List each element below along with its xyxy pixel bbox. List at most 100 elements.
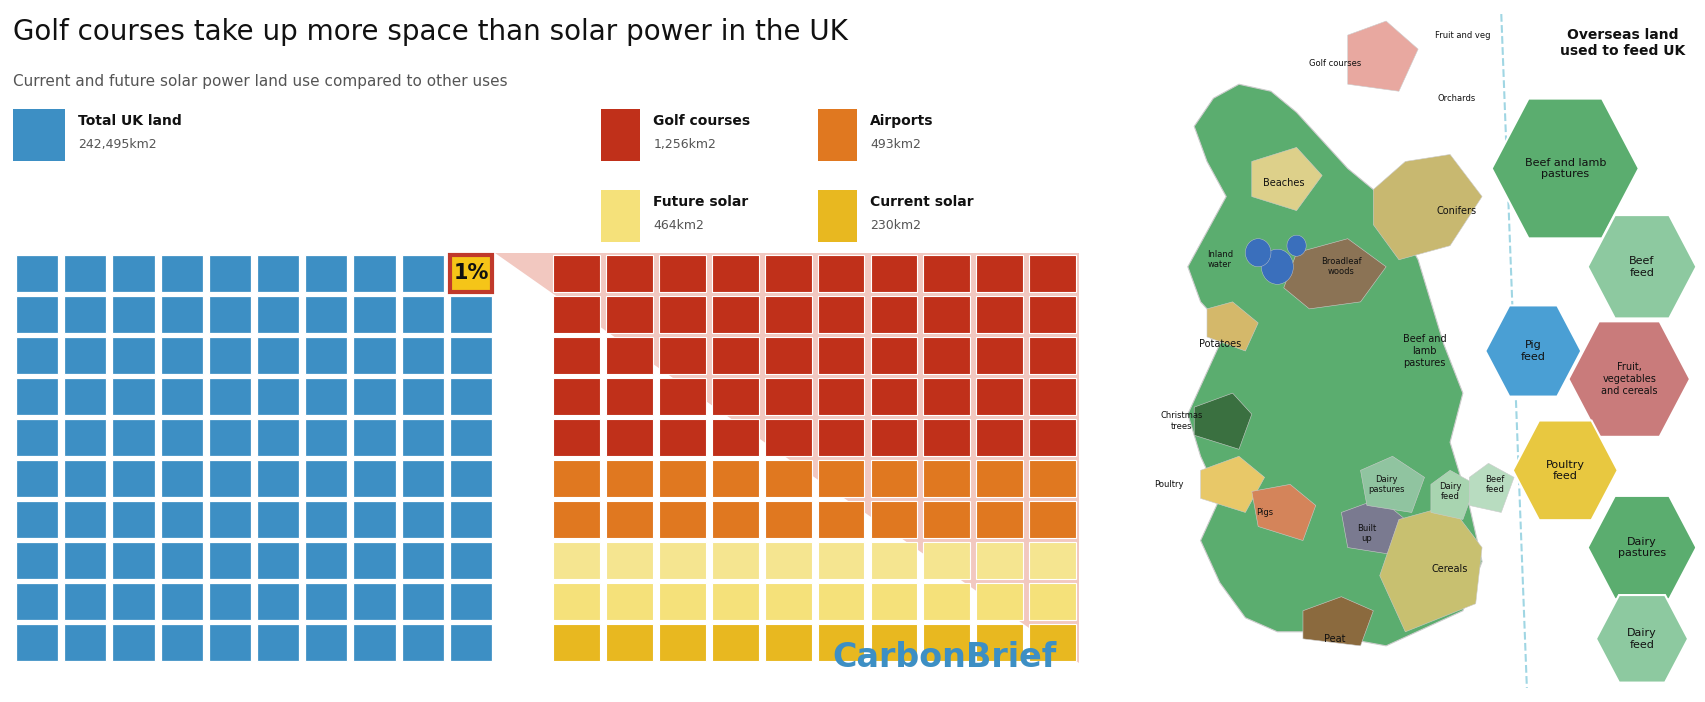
FancyBboxPatch shape xyxy=(922,378,970,415)
FancyBboxPatch shape xyxy=(208,419,251,456)
Polygon shape xyxy=(1347,21,1417,91)
Text: 230km2: 230km2 xyxy=(870,219,921,232)
FancyBboxPatch shape xyxy=(305,296,348,333)
Text: Golf courses: Golf courses xyxy=(1308,59,1361,67)
FancyBboxPatch shape xyxy=(257,624,298,661)
FancyBboxPatch shape xyxy=(15,337,58,374)
FancyBboxPatch shape xyxy=(15,460,58,497)
FancyBboxPatch shape xyxy=(711,296,759,333)
FancyBboxPatch shape xyxy=(870,419,917,456)
FancyBboxPatch shape xyxy=(711,378,759,415)
FancyBboxPatch shape xyxy=(208,501,251,538)
FancyBboxPatch shape xyxy=(15,624,58,661)
FancyBboxPatch shape xyxy=(160,378,203,415)
Text: Beaches: Beaches xyxy=(1262,178,1304,187)
FancyBboxPatch shape xyxy=(922,501,970,538)
FancyBboxPatch shape xyxy=(401,501,443,538)
FancyBboxPatch shape xyxy=(552,460,600,497)
FancyBboxPatch shape xyxy=(552,419,600,456)
FancyBboxPatch shape xyxy=(305,501,348,538)
FancyBboxPatch shape xyxy=(975,624,1023,661)
FancyBboxPatch shape xyxy=(353,255,396,292)
Polygon shape xyxy=(1361,456,1424,512)
FancyBboxPatch shape xyxy=(450,460,491,497)
FancyBboxPatch shape xyxy=(605,501,653,538)
FancyBboxPatch shape xyxy=(870,624,917,661)
FancyBboxPatch shape xyxy=(870,501,917,538)
Text: 1%: 1% xyxy=(454,263,488,283)
FancyBboxPatch shape xyxy=(975,542,1023,579)
FancyBboxPatch shape xyxy=(817,624,864,661)
FancyBboxPatch shape xyxy=(353,501,396,538)
Circle shape xyxy=(1286,235,1306,256)
FancyBboxPatch shape xyxy=(605,419,653,456)
Text: Golf courses take up more space than solar power in the UK: Golf courses take up more space than sol… xyxy=(14,18,847,46)
Text: Poultry: Poultry xyxy=(1153,480,1183,489)
Polygon shape xyxy=(1485,305,1581,397)
Circle shape xyxy=(1260,249,1292,284)
FancyBboxPatch shape xyxy=(658,501,706,538)
FancyBboxPatch shape xyxy=(208,460,251,497)
FancyBboxPatch shape xyxy=(160,337,203,374)
FancyBboxPatch shape xyxy=(870,542,917,579)
FancyBboxPatch shape xyxy=(305,624,348,661)
FancyBboxPatch shape xyxy=(353,296,396,333)
FancyBboxPatch shape xyxy=(922,255,970,292)
FancyBboxPatch shape xyxy=(605,542,653,579)
FancyBboxPatch shape xyxy=(922,296,970,333)
FancyBboxPatch shape xyxy=(817,460,864,497)
FancyBboxPatch shape xyxy=(65,255,106,292)
Text: Beef and
lamb
pastures: Beef and lamb pastures xyxy=(1402,334,1446,368)
FancyBboxPatch shape xyxy=(208,337,251,374)
FancyBboxPatch shape xyxy=(15,378,58,415)
FancyBboxPatch shape xyxy=(450,624,491,661)
FancyBboxPatch shape xyxy=(1028,419,1076,456)
FancyBboxPatch shape xyxy=(113,378,155,415)
FancyBboxPatch shape xyxy=(552,378,600,415)
FancyBboxPatch shape xyxy=(975,296,1023,333)
Text: Beef and lamb
pastures: Beef and lamb pastures xyxy=(1524,158,1604,179)
FancyBboxPatch shape xyxy=(600,109,639,161)
FancyBboxPatch shape xyxy=(353,542,396,579)
FancyBboxPatch shape xyxy=(113,296,155,333)
FancyBboxPatch shape xyxy=(15,419,58,456)
FancyBboxPatch shape xyxy=(605,378,653,415)
Polygon shape xyxy=(1596,595,1686,682)
FancyBboxPatch shape xyxy=(401,255,443,292)
Polygon shape xyxy=(1587,215,1695,319)
FancyBboxPatch shape xyxy=(401,296,443,333)
FancyBboxPatch shape xyxy=(257,296,298,333)
Polygon shape xyxy=(1490,98,1639,239)
FancyBboxPatch shape xyxy=(817,378,864,415)
FancyBboxPatch shape xyxy=(975,378,1023,415)
FancyBboxPatch shape xyxy=(764,378,812,415)
Text: Broadleaf
woods: Broadleaf woods xyxy=(1320,257,1361,277)
FancyBboxPatch shape xyxy=(113,624,155,661)
Text: Fruit and veg: Fruit and veg xyxy=(1434,31,1490,39)
FancyBboxPatch shape xyxy=(305,460,348,497)
FancyBboxPatch shape xyxy=(305,378,348,415)
FancyBboxPatch shape xyxy=(353,624,396,661)
Polygon shape xyxy=(1468,463,1514,512)
Polygon shape xyxy=(1373,154,1482,260)
FancyBboxPatch shape xyxy=(605,255,653,292)
Text: Fruit,
vegetables
and cereals: Fruit, vegetables and cereals xyxy=(1599,362,1657,396)
FancyBboxPatch shape xyxy=(764,255,812,292)
Polygon shape xyxy=(1379,505,1482,632)
FancyBboxPatch shape xyxy=(113,337,155,374)
Polygon shape xyxy=(1303,597,1373,646)
FancyBboxPatch shape xyxy=(257,378,298,415)
FancyBboxPatch shape xyxy=(257,460,298,497)
Polygon shape xyxy=(1284,239,1384,309)
FancyBboxPatch shape xyxy=(353,460,396,497)
FancyBboxPatch shape xyxy=(658,460,706,497)
FancyBboxPatch shape xyxy=(160,419,203,456)
Text: Inland
water: Inland water xyxy=(1205,250,1233,270)
Polygon shape xyxy=(1340,498,1405,555)
FancyBboxPatch shape xyxy=(353,337,396,374)
Polygon shape xyxy=(1430,470,1475,519)
FancyBboxPatch shape xyxy=(160,501,203,538)
FancyBboxPatch shape xyxy=(353,583,396,621)
FancyBboxPatch shape xyxy=(65,624,106,661)
FancyBboxPatch shape xyxy=(870,337,917,374)
